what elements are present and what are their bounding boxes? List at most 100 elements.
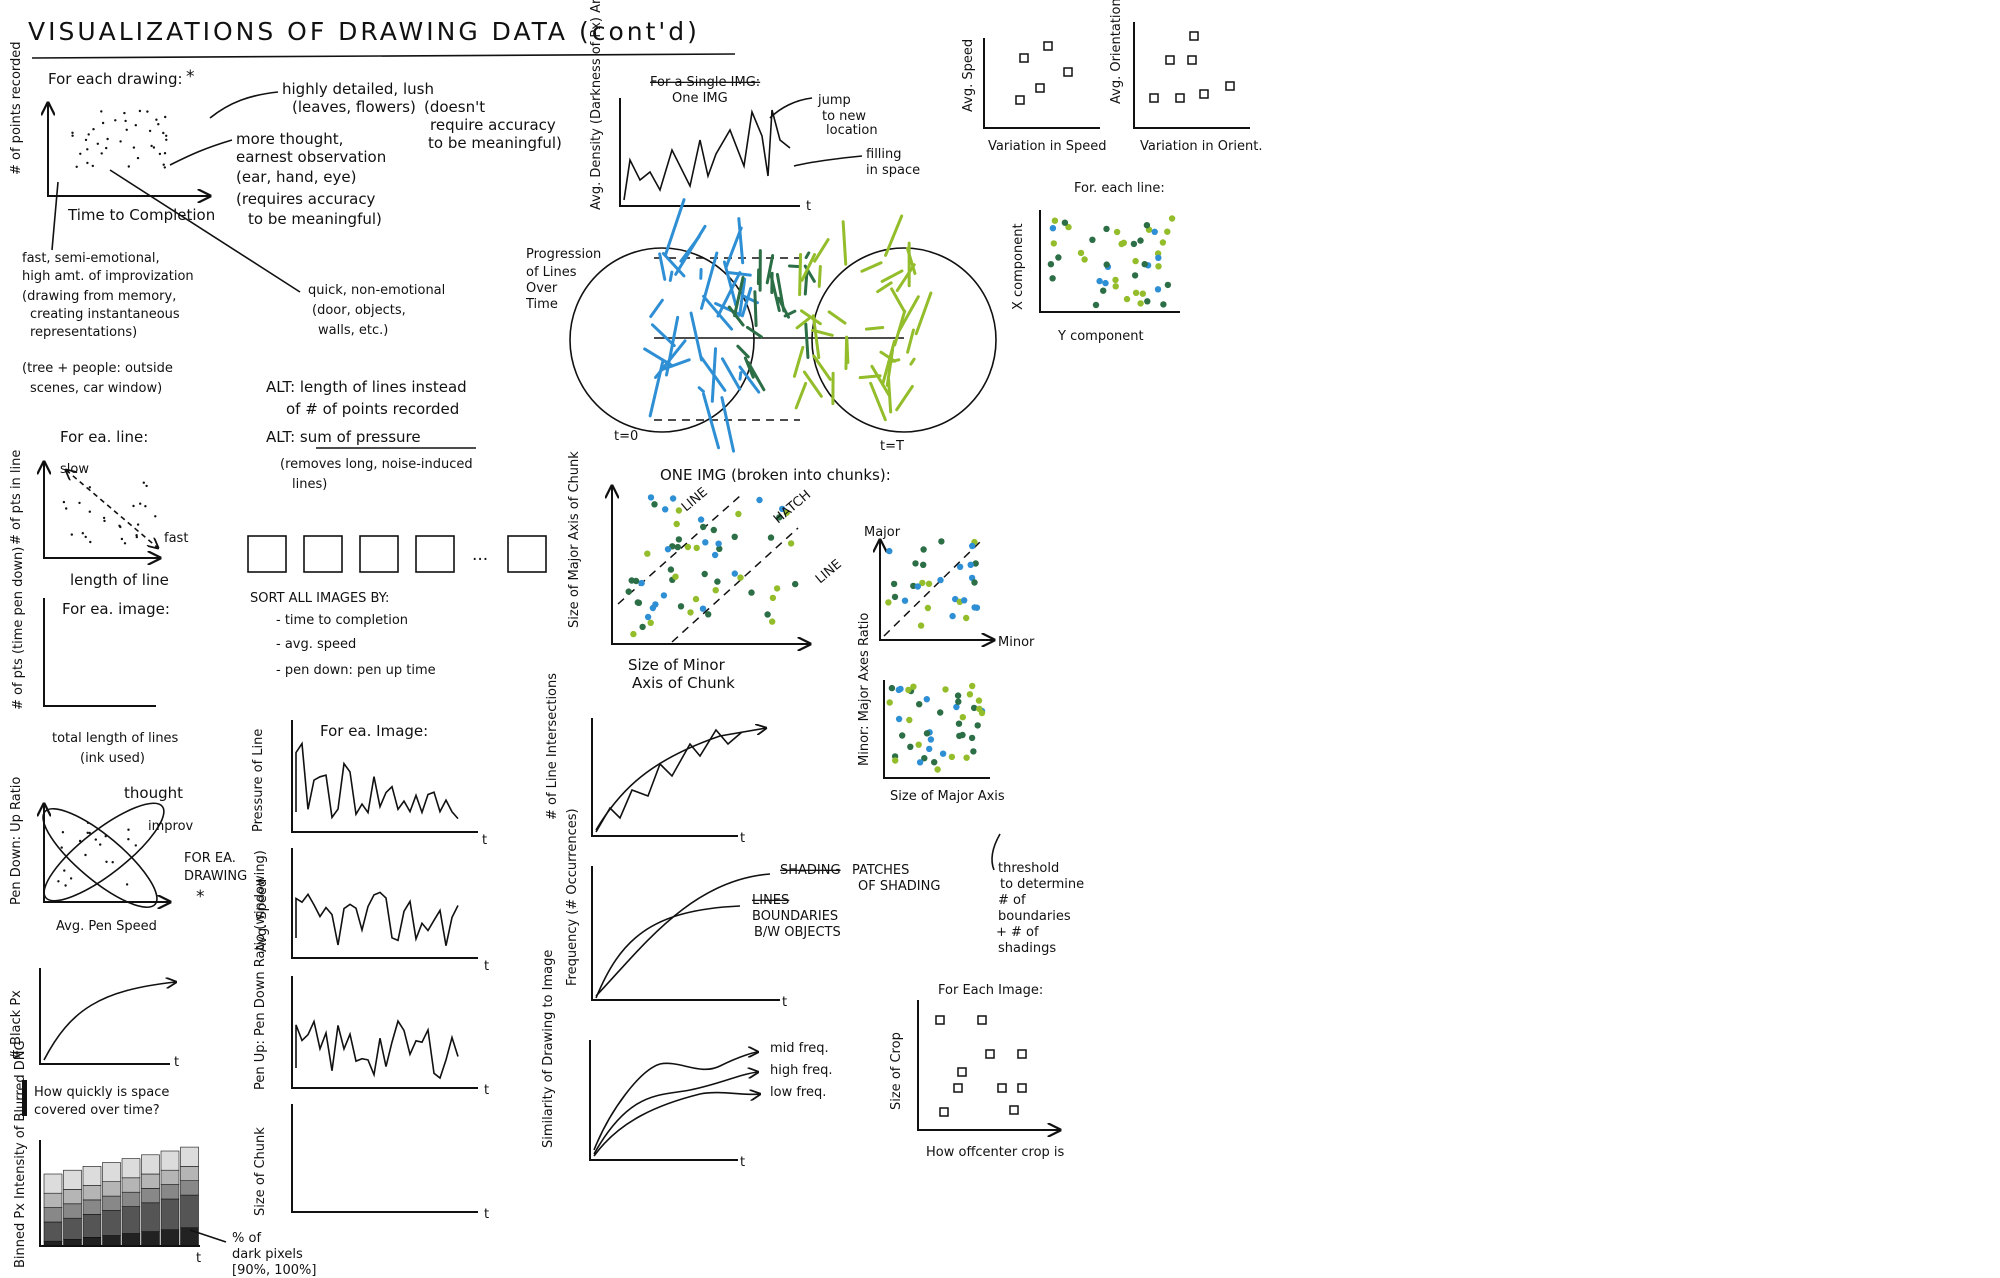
scatter-dot (906, 716, 913, 724)
scatter-dot (776, 514, 783, 521)
scatter-dot (91, 164, 95, 168)
scatter-dot (885, 599, 892, 606)
scatter-dot (65, 507, 68, 510)
crop-scatter: For Each Image: Size of Crop How offcent… (889, 983, 1065, 1160)
completion-dots (71, 109, 168, 169)
filling-1: filling (866, 147, 902, 162)
thumb-3 (359, 535, 399, 573)
scatter-dot (920, 546, 927, 553)
chunk-xlabel-1: Size of Minor (628, 656, 726, 674)
scatter-dot (638, 579, 645, 587)
green-stroke (858, 374, 882, 380)
sort-item-3: - pen down: pen up time (276, 663, 436, 678)
scatter-dot (1141, 261, 1148, 268)
scatter-dot (127, 828, 130, 831)
caption-bar (22, 1080, 27, 1116)
scatter-dot (127, 838, 130, 841)
intensity-segment (63, 1239, 82, 1247)
green-stroke (811, 328, 834, 337)
scatter-dot (890, 580, 898, 588)
jump-3: location (826, 123, 878, 138)
scatter-dot (84, 853, 87, 857)
scatter-dot (938, 538, 945, 545)
green-stroke (817, 264, 822, 288)
scatter-dot (905, 686, 912, 694)
intensity-segment (63, 1203, 82, 1219)
scatter-dot (939, 750, 947, 757)
speed-xlabel: Variation in Speed (988, 139, 1107, 154)
scatter-dot (968, 734, 976, 742)
boundaries-1: BOUNDARIES (752, 909, 838, 924)
scatter-dot (104, 835, 107, 838)
scatter-dot (917, 622, 925, 629)
line-length-chart: For ea. line: # of pts in line slow fast… (9, 428, 188, 589)
scatter-dot (664, 546, 672, 553)
single-img-header: One IMG (672, 91, 728, 106)
intensity-segment (63, 1217, 82, 1240)
scatter-dot (94, 838, 98, 841)
dark-green-stroke (745, 325, 763, 339)
completion-scatter: For each drawing: * # of points recorded… (9, 41, 562, 492)
blue-stroke (740, 286, 753, 318)
completion-ylabel: # of points recorded (9, 41, 24, 175)
blue-stroke (716, 271, 742, 318)
sample-square (997, 1083, 1007, 1093)
black-px-ylabel: # Black Px (9, 990, 24, 1060)
dark-green-stroke (746, 361, 766, 392)
sort-header: SORT ALL IMAGES BY: (250, 591, 389, 606)
scatter-dot (949, 612, 956, 620)
frequency-t: t (782, 995, 787, 1010)
scatter-dot (920, 561, 927, 568)
scatter-dot (158, 152, 162, 156)
sample-square (1175, 93, 1185, 103)
chunk-dots (625, 494, 799, 638)
minor-label: Minor (998, 635, 1035, 650)
completion-xlabel: Time to Completion (67, 206, 215, 224)
sample-square (957, 1067, 967, 1077)
sort-item-2: - avg. speed (276, 637, 356, 652)
xy-ylabel: X component (1011, 223, 1026, 310)
sample-square (1017, 1083, 1027, 1093)
intensity-segment (160, 1150, 180, 1171)
scatter-dot (897, 685, 904, 693)
scatter-dot (134, 124, 137, 127)
xy-dots (1047, 215, 1176, 309)
pen-ratio-xlabel: Avg. Pen Speed (56, 919, 157, 934)
scatter-dot (632, 577, 640, 585)
note-fast-pointer (51, 181, 59, 251)
scatter-dot (716, 545, 723, 552)
axes-ratio-xlabel: Size of Major Axis (890, 789, 1005, 804)
scatter-dot (966, 691, 974, 698)
intensity-note-2: dark pixels (232, 1247, 303, 1262)
scatter-dot (162, 131, 165, 135)
green-stroke (798, 253, 803, 297)
lines-struck: LINES (752, 893, 789, 908)
intensity-t: t (196, 1251, 201, 1266)
intensity-segment (180, 1194, 199, 1228)
scatter-dot (135, 534, 138, 537)
scatter-dot (779, 505, 786, 513)
intensity-bar-chart: Binned Px Intensity of Blurred DNG t % o… (13, 1040, 316, 1278)
green-stroke (876, 281, 893, 294)
scatter-dot (910, 683, 917, 690)
scatter-dot (959, 714, 966, 721)
series-t-4: t (484, 1207, 489, 1222)
for-drawing-2: DRAWING (184, 869, 247, 884)
scatter-dot (1131, 272, 1139, 279)
green-stroke (893, 309, 907, 347)
scatter-dot (1092, 301, 1100, 309)
scatter-dot (127, 165, 130, 168)
scatter-dot (934, 766, 941, 773)
intensity-segment (102, 1195, 121, 1211)
scatter-dot (132, 504, 135, 508)
scatter-dot (971, 579, 978, 586)
scatter-dot (1132, 257, 1139, 265)
scatter-dot (1137, 237, 1144, 244)
blue-stroke (665, 315, 680, 377)
note-detailed-pointer (209, 91, 279, 119)
note-tree-2: scenes, car window) (30, 381, 162, 396)
intersections-t: t (740, 831, 745, 846)
scatter-dot (125, 883, 129, 886)
intensity-segment (121, 1158, 141, 1179)
chunk-size-label: Size of Chunk (253, 1127, 268, 1216)
